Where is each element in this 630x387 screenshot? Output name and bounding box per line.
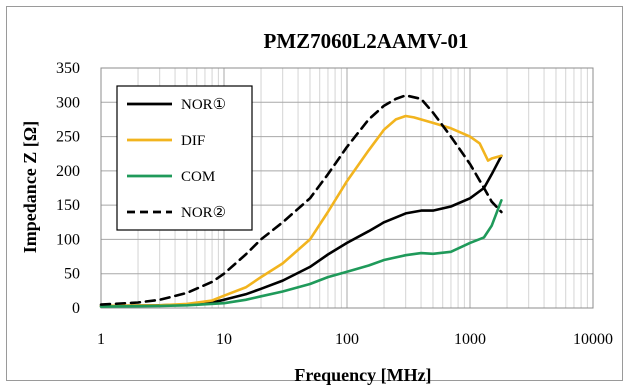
plot-area [100, 67, 594, 309]
x-tick-label: 1000 [454, 331, 486, 348]
legend-label: NOR② [181, 205, 226, 221]
x-tick-label: 100 [335, 331, 359, 348]
series-line [99, 94, 503, 306]
legend-box [116, 85, 253, 231]
series-line [99, 114, 503, 308]
series-layer [99, 94, 503, 308]
y-tick-label: 150 [56, 197, 80, 214]
legend-label: NOR① [181, 97, 226, 113]
y-axis-label: Impedance Z [Ω] [20, 121, 40, 253]
chart-title: PMZ7060L2AAMV-01 [264, 29, 469, 53]
legend: NOR① DIF COM NOR② [116, 85, 253, 231]
y-tick-label: 100 [56, 231, 80, 248]
y-tick-label: 200 [56, 163, 80, 180]
y-tick-label: 250 [56, 129, 80, 146]
x-axis-label: Frequency [MHz] [294, 365, 431, 385]
legend-label: DIF [181, 133, 205, 149]
x-tick-label: 10000 [573, 331, 613, 348]
x-tick-label: 10 [216, 331, 232, 348]
legend-label: COM [181, 169, 215, 185]
y-tick-label: 0 [72, 300, 80, 317]
y-tick-label: 350 [56, 60, 80, 77]
x-tick-label: 1 [97, 331, 105, 348]
y-tick-label: 300 [56, 94, 80, 111]
series-line [99, 154, 503, 308]
tick-labels: 0 50 100 150 200 250 300 350 1 10 100 1000 10000 [56, 60, 613, 348]
series-line [99, 199, 503, 308]
y-tick-label: 50 [64, 266, 80, 283]
